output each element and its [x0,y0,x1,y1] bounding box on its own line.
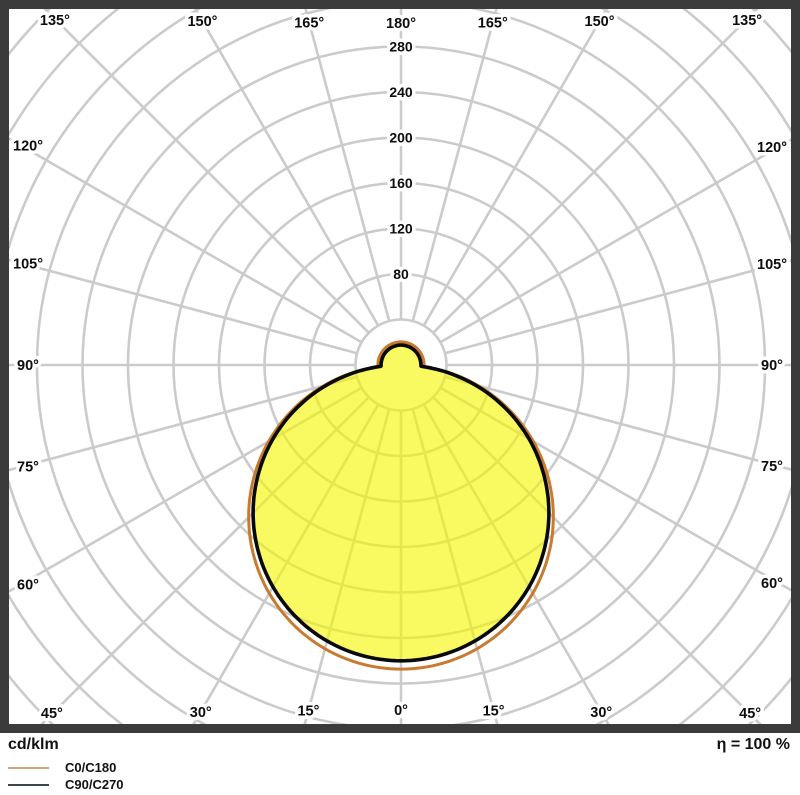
angle-tick-label: 45° [739,706,761,722]
radial-tick-label: 80 [393,266,409,282]
radial-tick-label: 120 [389,221,413,237]
grid-spoke [193,9,380,327]
grid-spoke [444,259,791,355]
angle-tick-label: 75° [761,459,783,475]
units-label: cd/klm [8,736,59,753]
grid-spoke [422,9,609,327]
angle-tick-label: 120° [13,139,43,155]
legend-item-c90-c270: C90/C270 [8,776,124,793]
angle-tick-label: 90° [761,358,783,374]
grid-spoke [9,375,358,472]
radial-tick-label: 160 [389,175,413,191]
angle-tick-label: 30° [190,705,212,721]
angle-tick-label: 0° [394,703,408,719]
radial-tick-label: 200 [389,130,413,146]
grid-spoke [444,375,791,471]
angle-tick-label: 165° [294,16,324,32]
grid-spoke [411,9,498,322]
angle-labels: 0° 180° 15° 15° 30° 30° 45° 45° 60° 60° 75° 75° 90° 9… [10,10,791,726]
angle-tick-label: 90° [17,358,39,374]
angle-tick-label: 135° [732,13,762,29]
angle-tick-label: 60° [761,576,783,592]
angle-tick-label: 150° [187,14,217,30]
radial-value-labels: 80 120 160 200 240 280 [386,35,417,286]
angle-tick-label: 120° [757,140,787,156]
angle-tick-label: 30° [590,705,612,721]
angle-tick-label: 180° [386,16,416,32]
angle-tick-label: 165° [478,16,508,32]
grid-spoke [432,9,759,334]
polar-photometric-chart: 80 120 160 200 240 280 0° 180° 15° 15° 30° 30° 45° 45… [0,0,800,733]
angle-tick-label: 135° [40,13,70,29]
legend: C0/C180 C90/C270 [8,759,124,793]
legend-item-c0-c180: C0/C180 [8,759,124,776]
angle-tick-label: 60° [17,577,39,593]
light-output-ratio-label: η = 100 % [716,736,790,753]
grid-spoke [9,137,363,344]
radial-tick-label: 280 [389,39,413,55]
c0-c180-curve [247,340,555,671]
grid-spoke [439,138,791,344]
c0-c180-line-swatch [8,766,49,769]
legend-label: C0/C180 [65,760,117,775]
legend-label: C90/C270 [65,777,124,792]
angle-tick-label: 45° [41,706,63,722]
angle-tick-label: 105° [757,257,787,273]
c90-c270-line-swatch [8,783,49,786]
chart-frame [0,0,800,733]
angle-tick-label: 150° [585,14,615,30]
c90-c270-curve [251,343,551,663]
chart-footer: cd/klm η = 100 % C0/C180 C90/C270 [0,733,800,795]
angle-tick-label: 15° [297,703,319,719]
grid-spoke [9,258,358,355]
radial-tick-label: 240 [389,84,413,100]
angle-tick-label: 15° [483,703,505,719]
angle-tick-label: 75° [17,459,39,475]
grid-spoke [43,9,370,334]
grid-spoke [304,9,391,322]
angle-tick-label: 105° [13,257,43,273]
